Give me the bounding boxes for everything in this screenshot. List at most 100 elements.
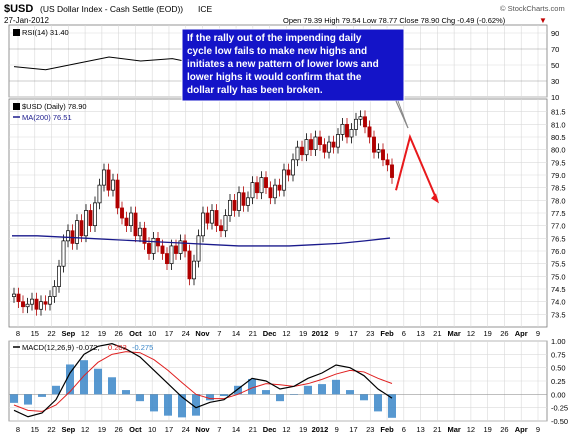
x-tick-label: 8 xyxy=(16,329,20,338)
x-tick-label: Oct xyxy=(129,329,142,338)
price-tick-label: 77.0 xyxy=(551,222,566,231)
candle-body xyxy=(21,301,25,308)
rsi-tick-label: 10 xyxy=(551,93,559,102)
x-tick-label: 14 xyxy=(232,425,240,434)
histogram-bar xyxy=(220,394,228,397)
annotation-pointer-line xyxy=(395,100,409,129)
candle-body xyxy=(349,129,354,138)
candle-body xyxy=(111,179,115,191)
candle-body xyxy=(151,237,156,254)
macd-tick-label: 1.00 xyxy=(551,337,566,346)
x-tick-label: 2012 xyxy=(312,425,329,434)
histogram-bar xyxy=(192,394,200,416)
candle-body xyxy=(84,210,88,237)
histogram-bar xyxy=(178,394,186,418)
x-tick-label: 6 xyxy=(402,425,406,434)
price-tick-label: 74.5 xyxy=(551,285,566,294)
rsi-tick-label: 70 xyxy=(551,45,559,54)
candle-body xyxy=(30,298,34,305)
candle-body xyxy=(102,169,106,186)
histogram-bar xyxy=(108,377,116,395)
x-tick-label: 19 xyxy=(299,329,307,338)
x-tick-label: 23 xyxy=(366,329,374,338)
watermark: © StockCharts.com xyxy=(500,4,565,13)
candle-body xyxy=(25,303,30,308)
candle-body xyxy=(228,199,232,216)
rsi-tick-label: 50 xyxy=(551,61,559,70)
x-tick-label: 10 xyxy=(148,425,156,434)
ma-legend: MA(200) 76.51 xyxy=(22,113,72,122)
x-tick-label: 26 xyxy=(500,329,508,338)
price-tick-label: 78.0 xyxy=(551,196,566,205)
candle-body xyxy=(12,293,16,297)
x-tick-label: 23 xyxy=(366,425,374,434)
candle-body xyxy=(390,164,394,178)
candle-body xyxy=(142,227,147,244)
x-tick-label: 8 xyxy=(16,425,20,434)
candle-body xyxy=(268,187,273,199)
candle-body xyxy=(354,118,358,130)
candle-body xyxy=(250,182,255,199)
x-tick-label: 21 xyxy=(249,425,257,434)
price-tick-label: 75.0 xyxy=(551,272,566,281)
candle-body xyxy=(214,210,219,227)
annotation-callout: If the rally out of the impending daily … xyxy=(181,28,409,129)
histogram-bar xyxy=(318,384,326,395)
price-tick-label: 81.5 xyxy=(551,108,566,117)
x-tick-label: 17 xyxy=(349,329,357,338)
candle-body xyxy=(363,116,367,128)
candle-body xyxy=(79,220,84,237)
symbol-title: $USD xyxy=(4,3,33,15)
histogram-bar xyxy=(234,385,242,395)
candle-body xyxy=(147,243,151,254)
x-tick-label: 10 xyxy=(148,329,156,338)
x-tick-label: Sep xyxy=(61,425,75,434)
candle-body xyxy=(196,235,201,262)
annotation-line-5: dollar rally has been broken. xyxy=(187,85,323,96)
candle-body xyxy=(210,210,214,224)
price-tick-label: 79.0 xyxy=(551,171,566,180)
x-tick-label: Dec xyxy=(263,329,277,338)
candle-body xyxy=(322,144,327,153)
candle-body xyxy=(367,126,372,138)
x-tick-label: 12 xyxy=(467,329,475,338)
candle-body xyxy=(88,210,93,227)
histogram-bar xyxy=(374,394,382,412)
candle-body xyxy=(232,199,237,211)
candle-body xyxy=(75,220,79,244)
candle-body xyxy=(345,123,349,138)
candle-body xyxy=(97,184,102,204)
rsi-legend: RSI(14) 31.40 xyxy=(22,28,69,37)
price-tick-label: 77.5 xyxy=(551,209,566,218)
x-tick-label: 12 xyxy=(81,329,89,338)
price-legend: $USD (Daily) 78.90 xyxy=(22,102,87,111)
histogram-bar xyxy=(388,394,396,418)
projection-arrowhead xyxy=(431,193,439,204)
candle-body xyxy=(331,141,336,148)
candle-body xyxy=(255,182,259,194)
x-tick-label: 12 xyxy=(81,425,89,434)
histogram-bar xyxy=(276,394,284,402)
histogram-bar xyxy=(52,385,60,395)
candle-body xyxy=(106,169,111,191)
candle-body xyxy=(183,240,187,252)
x-tick-label: 24 xyxy=(182,425,190,434)
x-tick-label: Feb xyxy=(380,425,394,434)
candle-body xyxy=(201,212,205,237)
x-tick-label: 15 xyxy=(31,329,39,338)
x-tick-label: 22 xyxy=(47,329,55,338)
x-tick-label: 19 xyxy=(484,329,492,338)
candle-body xyxy=(205,212,210,224)
down-arrow-icon: ▼ xyxy=(539,16,547,25)
histogram-bar xyxy=(122,390,130,395)
candle-body xyxy=(133,212,138,237)
candle-body xyxy=(291,159,295,176)
x-tick-label: Apr xyxy=(515,425,528,434)
histogram-bar xyxy=(346,390,354,395)
price-layer xyxy=(12,110,439,316)
annotation-box xyxy=(181,28,405,102)
candle-body xyxy=(277,184,282,191)
x-tick-label: Sep xyxy=(61,329,75,338)
candle-body xyxy=(52,286,57,297)
candle-body xyxy=(93,202,97,227)
